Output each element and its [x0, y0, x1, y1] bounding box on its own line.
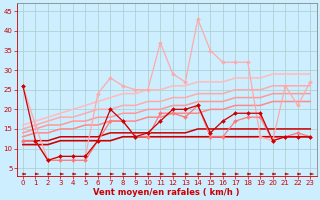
X-axis label: Vent moyen/en rafales ( km/h ): Vent moyen/en rafales ( km/h )	[93, 188, 240, 197]
